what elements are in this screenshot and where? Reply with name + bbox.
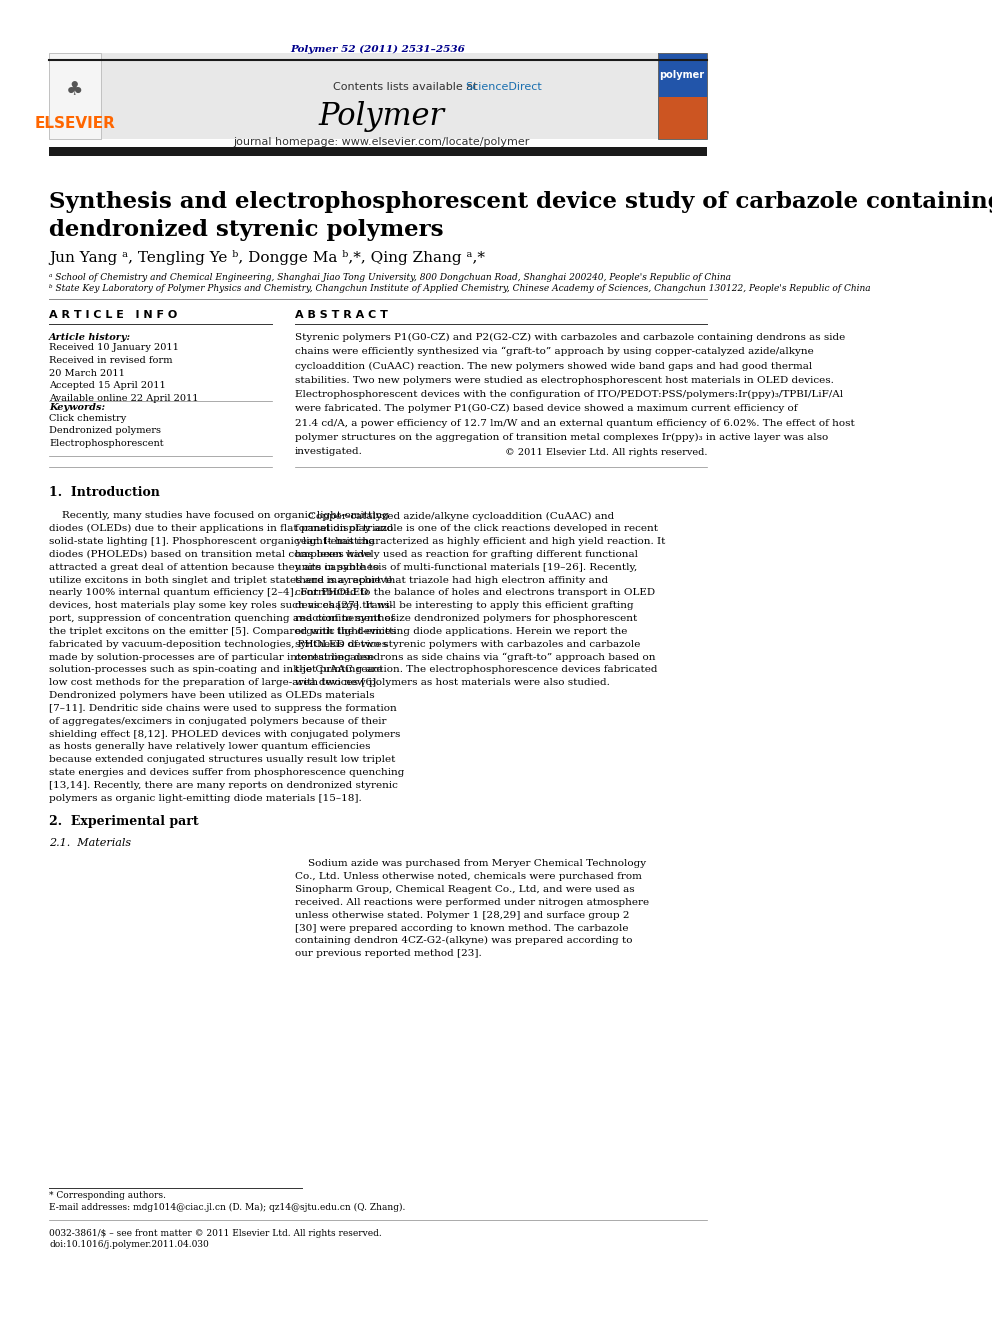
Text: ᵃ School of Chemistry and Chemical Engineering, Shanghai Jiao Tong University, 8: ᵃ School of Chemistry and Chemical Engin… bbox=[50, 274, 731, 282]
Text: Sinopharm Group, Chemical Reagent Co., Ltd, and were used as: Sinopharm Group, Chemical Reagent Co., L… bbox=[295, 885, 635, 894]
Text: devices, host materials play some key roles such as charge trans-: devices, host materials play some key ro… bbox=[50, 601, 394, 610]
Text: state energies and devices suffer from phosphorescence quenching: state energies and devices suffer from p… bbox=[50, 769, 405, 777]
Text: Recently, many studies have focused on organic light-emitting: Recently, many studies have focused on o… bbox=[50, 512, 389, 520]
Text: E-mail addresses: mdg1014@ciac.jl.cn (D. Ma); qz14@sjtu.edu.cn (Q. Zhang).: E-mail addresses: mdg1014@ciac.jl.cn (D.… bbox=[50, 1204, 406, 1212]
Text: * Corresponding authors.: * Corresponding authors. bbox=[50, 1192, 166, 1200]
FancyBboxPatch shape bbox=[102, 53, 658, 139]
Text: investigated.: investigated. bbox=[295, 447, 363, 456]
Text: units in synthesis of multi-functional materials [19–26]. Recently,: units in synthesis of multi-functional m… bbox=[295, 562, 637, 572]
Text: Accepted 15 April 2011: Accepted 15 April 2011 bbox=[50, 381, 166, 390]
Text: containing dendrons as side chains via “graft-to” approach based on: containing dendrons as side chains via “… bbox=[295, 652, 656, 662]
Text: the triplet excitons on the emitter [5]. Compared with the devices: the triplet excitons on the emitter [5].… bbox=[50, 627, 397, 636]
Text: reaction to synthesize dendronized polymers for phosphorescent: reaction to synthesize dendronized polym… bbox=[295, 614, 637, 623]
Text: Copper-catalyzed azide/alkyne cycloaddition (CuAAC) and: Copper-catalyzed azide/alkyne cycloaddit… bbox=[295, 512, 614, 520]
Text: of aggregates/excimers in conjugated polymers because of their: of aggregates/excimers in conjugated pol… bbox=[50, 717, 387, 726]
Text: Jun Yang ᵃ, Tengling Ye ᵇ, Dongge Ma ᵇ,*, Qing Zhang ᵃ,*: Jun Yang ᵃ, Tengling Ye ᵇ, Dongge Ma ᵇ,*… bbox=[50, 250, 485, 266]
Text: Available online 22 April 2011: Available online 22 April 2011 bbox=[50, 394, 198, 402]
Text: [30] were prepared according to known method. The carbazole: [30] were prepared according to known me… bbox=[295, 923, 628, 933]
Text: 2.  Experimental part: 2. Experimental part bbox=[50, 815, 198, 828]
Text: containing dendron 4CZ-G2-(alkyne) was prepared according to: containing dendron 4CZ-G2-(alkyne) was p… bbox=[295, 937, 633, 946]
Text: chains were efficiently synthesized via “graft-to” approach by using copper-cata: chains were efficiently synthesized via … bbox=[295, 347, 813, 356]
Text: Dendronized polymers: Dendronized polymers bbox=[50, 426, 161, 435]
Text: year. It has characterized as highly efficient and high yield reaction. It: year. It has characterized as highly eff… bbox=[295, 537, 666, 546]
FancyBboxPatch shape bbox=[50, 147, 707, 156]
Text: ELSEVIER: ELSEVIER bbox=[35, 115, 115, 131]
Text: synthesis of two styrenic polymers with carbazoles and carbazole: synthesis of two styrenic polymers with … bbox=[295, 640, 640, 648]
Text: A B S T R A C T: A B S T R A C T bbox=[295, 310, 388, 320]
Text: our previous reported method [23].: our previous reported method [23]. bbox=[295, 949, 482, 958]
Text: fabricated by vacuum-deposition technologies, PHOLED devices: fabricated by vacuum-deposition technolo… bbox=[50, 640, 387, 648]
Text: there is a report that triazole had high electron affinity and: there is a report that triazole had high… bbox=[295, 576, 608, 585]
Text: Click chemistry: Click chemistry bbox=[50, 414, 126, 422]
Text: Article history:: Article history: bbox=[50, 333, 131, 341]
Text: with two new polymers as host materials were also studied.: with two new polymers as host materials … bbox=[295, 679, 610, 688]
Text: Contents lists available at: Contents lists available at bbox=[332, 82, 481, 93]
Text: 2.1.  Materials: 2.1. Materials bbox=[50, 837, 131, 848]
Text: Co., Ltd. Unless otherwise noted, chemicals were purchased from: Co., Ltd. Unless otherwise noted, chemic… bbox=[295, 872, 642, 881]
Text: Sodium azide was purchased from Meryer Chemical Technology: Sodium azide was purchased from Meryer C… bbox=[295, 860, 646, 868]
Text: Synthesis and electrophosphorescent device study of carbazole containing: Synthesis and electrophosphorescent devi… bbox=[50, 192, 992, 213]
Text: Received 10 January 2011: Received 10 January 2011 bbox=[50, 344, 179, 352]
Text: solid-state lighting [1]. Phosphorescent organic light-emitting: solid-state lighting [1]. Phosphorescent… bbox=[50, 537, 375, 546]
Text: utilize excitons in both singlet and triplet states and may achieve: utilize excitons in both singlet and tri… bbox=[50, 576, 393, 585]
Text: [7–11]. Dendritic side chains were used to suppress the formation: [7–11]. Dendritic side chains were used … bbox=[50, 704, 397, 713]
Text: shielding effect [8,12]. PHOLED devices with conjugated polymers: shielding effect [8,12]. PHOLED devices … bbox=[50, 729, 401, 738]
Text: journal homepage: www.elsevier.com/locate/polymer: journal homepage: www.elsevier.com/locat… bbox=[234, 136, 530, 147]
Text: Electrophosphorescent: Electrophosphorescent bbox=[50, 439, 164, 447]
Text: polymer structures on the aggregation of transition metal complexes Ir(ppy)₃ in : polymer structures on the aggregation of… bbox=[295, 433, 828, 442]
FancyBboxPatch shape bbox=[658, 53, 707, 97]
Text: formation of triazole is one of the click reactions developed in recent: formation of triazole is one of the clic… bbox=[295, 524, 658, 533]
FancyBboxPatch shape bbox=[50, 53, 100, 139]
Text: attracted a great deal of attention because they are capable to: attracted a great deal of attention beca… bbox=[50, 562, 379, 572]
Text: diodes (PHOLEDs) based on transition metal complexes have: diodes (PHOLEDs) based on transition met… bbox=[50, 550, 372, 560]
Text: received. All reactions were performed under nitrogen atmosphere: received. All reactions were performed u… bbox=[295, 898, 649, 908]
Text: Styrenic polymers P1(G0-CZ) and P2(G2-CZ) with carbazoles and carbazole containi: Styrenic polymers P1(G0-CZ) and P2(G2-CZ… bbox=[295, 333, 845, 341]
Text: made by solution-processes are of particular interest because: made by solution-processes are of partic… bbox=[50, 652, 374, 662]
Text: as hosts generally have relatively lower quantum efficiencies: as hosts generally have relatively lower… bbox=[50, 742, 371, 751]
Text: organic light-emitting diode applications. Herein we report the: organic light-emitting diode application… bbox=[295, 627, 627, 636]
Text: Electrophosphorescent devices with the configuration of ITO/PEDOT:PSS/polymers:I: Electrophosphorescent devices with the c… bbox=[295, 390, 843, 400]
Text: contributed to the balance of holes and electrons transport in OLED: contributed to the balance of holes and … bbox=[295, 589, 655, 598]
Text: devices [27]. It will be interesting to apply this efficient grafting: devices [27]. It will be interesting to … bbox=[295, 601, 634, 610]
Text: diodes (OLEDs) due to their applications in flat panel display and: diodes (OLEDs) due to their applications… bbox=[50, 524, 394, 533]
Text: © 2011 Elsevier Ltd. All rights reserved.: © 2011 Elsevier Ltd. All rights reserved… bbox=[505, 448, 707, 456]
Text: because extended conjugated structures usually result low triplet: because extended conjugated structures u… bbox=[50, 755, 396, 765]
Text: Keywords:: Keywords: bbox=[50, 404, 105, 411]
Text: ᵇ State Key Laboratory of Polymer Physics and Chemistry, Changchun Institute of : ᵇ State Key Laboratory of Polymer Physic… bbox=[50, 284, 871, 292]
Text: dendronized styrenic polymers: dendronized styrenic polymers bbox=[50, 220, 443, 241]
FancyBboxPatch shape bbox=[658, 97, 707, 139]
Text: Polymer: Polymer bbox=[318, 101, 445, 132]
Text: were fabricated. The polymer P1(G0-CZ) based device showed a maximum current eff: were fabricated. The polymer P1(G0-CZ) b… bbox=[295, 405, 798, 413]
Text: A R T I C L E   I N F O: A R T I C L E I N F O bbox=[50, 310, 178, 320]
Text: unless otherwise stated. Polymer 1 [28,29] and surface group 2: unless otherwise stated. Polymer 1 [28,2… bbox=[295, 910, 629, 919]
Text: solution-processes such as spin-coating and ink-jet printing are: solution-processes such as spin-coating … bbox=[50, 665, 383, 675]
Text: 0032-3861/$ – see front matter © 2011 Elsevier Ltd. All rights reserved.: 0032-3861/$ – see front matter © 2011 El… bbox=[50, 1229, 382, 1237]
Text: Received in revised form: Received in revised form bbox=[50, 356, 173, 365]
Text: polymer: polymer bbox=[660, 70, 704, 81]
Text: the CuAAC reaction. The electrophosphorescence devices fabricated: the CuAAC reaction. The electrophosphore… bbox=[295, 665, 658, 675]
Text: doi:10.1016/j.polymer.2011.04.030: doi:10.1016/j.polymer.2011.04.030 bbox=[50, 1241, 209, 1249]
Text: 20 March 2011: 20 March 2011 bbox=[50, 369, 125, 377]
Text: 1.  Introduction: 1. Introduction bbox=[50, 486, 160, 499]
Text: low cost methods for the preparation of large-area devices [6].: low cost methods for the preparation of … bbox=[50, 679, 380, 688]
Text: Polymer 52 (2011) 2531–2536: Polymer 52 (2011) 2531–2536 bbox=[291, 45, 465, 53]
Text: ScienceDirect: ScienceDirect bbox=[465, 82, 542, 93]
Text: polymers as organic light-emitting diode materials [15–18].: polymers as organic light-emitting diode… bbox=[50, 794, 362, 803]
Text: [13,14]. Recently, there are many reports on dendronized styrenic: [13,14]. Recently, there are many report… bbox=[50, 781, 398, 790]
Text: 21.4 cd/A, a power efficiency of 12.7 lm/W and an external quantum efficiency of: 21.4 cd/A, a power efficiency of 12.7 lm… bbox=[295, 418, 855, 427]
Text: ♣: ♣ bbox=[66, 81, 83, 99]
Text: cycloaddition (CuAAC) reaction. The new polymers showed wide band gaps and had g: cycloaddition (CuAAC) reaction. The new … bbox=[295, 361, 812, 370]
Text: has been widely used as reaction for grafting different functional: has been widely used as reaction for gra… bbox=[295, 550, 638, 560]
Text: port, suppression of concentration quenching and confinement of: port, suppression of concentration quenc… bbox=[50, 614, 395, 623]
Text: stabilities. Two new polymers were studied as electrophosphorescent host materia: stabilities. Two new polymers were studi… bbox=[295, 376, 834, 385]
Text: nearly 100% internal quantum efficiency [2–4]. For PHOLED: nearly 100% internal quantum efficiency … bbox=[50, 589, 369, 598]
Text: Dendronized polymers have been utilized as OLEDs materials: Dendronized polymers have been utilized … bbox=[50, 691, 375, 700]
